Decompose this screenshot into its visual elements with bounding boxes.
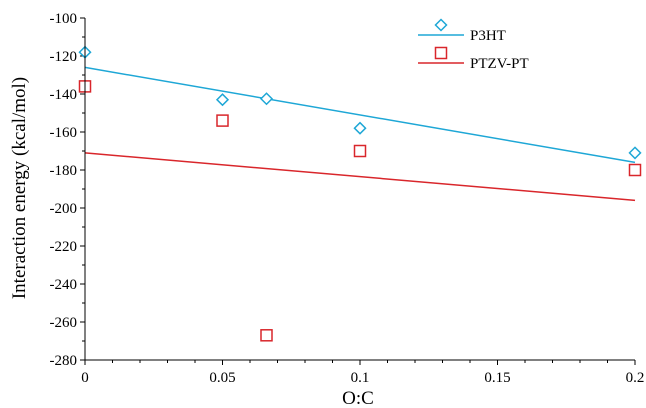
y-tick-label: -280 (50, 353, 78, 369)
ptzv-pt-point (628, 163, 642, 177)
legend-marker (434, 46, 448, 60)
x-tick-label: 0.15 (484, 370, 510, 386)
y-tick-label: -180 (50, 163, 78, 179)
y-tick-label: -260 (50, 315, 78, 331)
trendline-ptzv-pt (84, 152, 636, 202)
legend-label-ptzv-pt: PTZV-PT (470, 56, 529, 72)
x-tick-label: 0 (81, 370, 89, 386)
legend-marker-ptzv-pt (434, 46, 448, 60)
y-tick-label: -220 (50, 239, 78, 255)
x-tick-label: 0.1 (351, 370, 370, 386)
y-tick-label: -240 (50, 277, 78, 293)
legend-marker (434, 18, 448, 32)
p3ht-point (215, 93, 230, 107)
y-axis-ticks: -100 -120 -140 -160 -180 -200 -220 -240 -260 -280 (50, 11, 85, 369)
x-tick-label: 0.05 (209, 370, 235, 386)
legend: P3HT PTZV-PT (418, 18, 529, 72)
p3ht-point (259, 92, 274, 106)
y-tick-label: -140 (50, 87, 78, 103)
p3ht-point (628, 146, 642, 160)
legend-label-p3ht: P3HT (470, 28, 506, 44)
y-tick-label: -160 (50, 125, 78, 141)
ptzv-pt-point (216, 114, 229, 127)
y-tick-label: -100 (50, 11, 78, 27)
trendlines (84, 66, 636, 202)
x-axis-ticks: 0 0.05 0.1 0.15 0.2 (81, 360, 644, 386)
legend-marker-p3ht (434, 18, 448, 32)
p3ht-point (353, 121, 367, 135)
trendline-p3ht (84, 66, 636, 164)
y-tick-label: -120 (50, 49, 78, 65)
x-tick-label: 0.2 (626, 370, 645, 386)
y-axis-title: Interaction energy (kcal/mol) (9, 77, 30, 299)
ptzv-pt-point (353, 144, 367, 158)
ptzv-pt-point (260, 329, 273, 342)
x-axis-title: O:C (342, 388, 374, 408)
y-tick-label: -200 (50, 201, 78, 217)
